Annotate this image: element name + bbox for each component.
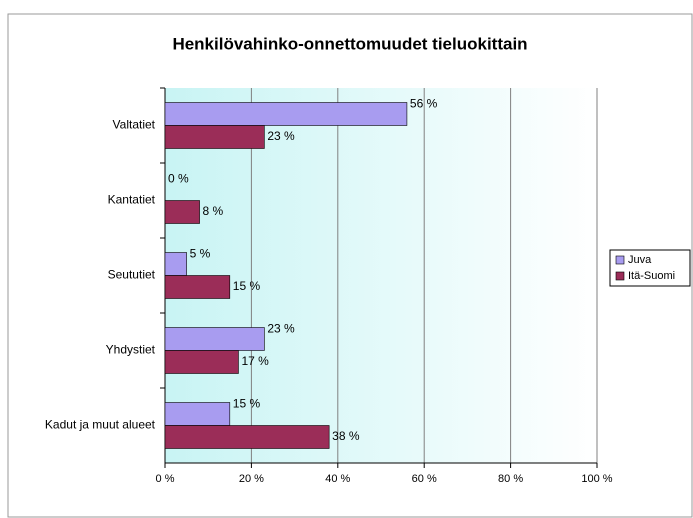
- legend-swatch: [615, 271, 625, 281]
- value-label: 0 %: [168, 172, 189, 186]
- bar: [164, 125, 265, 149]
- plot-area: [165, 88, 597, 463]
- bar: [164, 425, 330, 449]
- x-tick-label: 40 %: [325, 473, 350, 485]
- x-tick-label: 20 %: [239, 473, 264, 485]
- value-label: 15 %: [233, 397, 261, 411]
- bar: [164, 327, 265, 351]
- y-tick-label: Kantatiet: [108, 193, 156, 207]
- bar: [164, 275, 231, 299]
- bar: [164, 200, 200, 224]
- y-tick-label: Yhdystiet: [106, 343, 156, 357]
- value-label: 5 %: [190, 247, 211, 261]
- value-label: 56 %: [410, 97, 438, 111]
- value-label: 38 %: [332, 429, 360, 443]
- bar: [164, 350, 239, 374]
- chart-title: Henkilövahinko-onnettomuudet tieluokitta…: [172, 34, 527, 53]
- x-tick-label: 60 %: [412, 473, 437, 485]
- value-label: 15 %: [233, 279, 261, 293]
- legend-swatch: [615, 255, 625, 265]
- value-label: 17 %: [241, 354, 269, 368]
- x-tick-label: 80 %: [498, 473, 523, 485]
- legend-label: Itä-Suomi: [628, 270, 675, 282]
- x-tick-label: 0 %: [156, 473, 175, 485]
- x-tick-label: 100 %: [581, 473, 612, 485]
- bar: [164, 102, 408, 126]
- y-tick-label: Kadut ja muut alueet: [45, 418, 156, 432]
- value-label: 23 %: [267, 322, 295, 336]
- y-tick-label: Valtatiet: [113, 118, 156, 132]
- y-tick-label: Seututiet: [108, 268, 156, 282]
- bar: [164, 402, 231, 426]
- value-label: 8 %: [203, 204, 224, 218]
- value-label: 23 %: [267, 129, 295, 143]
- bar: [164, 252, 187, 276]
- legend-label: Juva: [628, 254, 652, 266]
